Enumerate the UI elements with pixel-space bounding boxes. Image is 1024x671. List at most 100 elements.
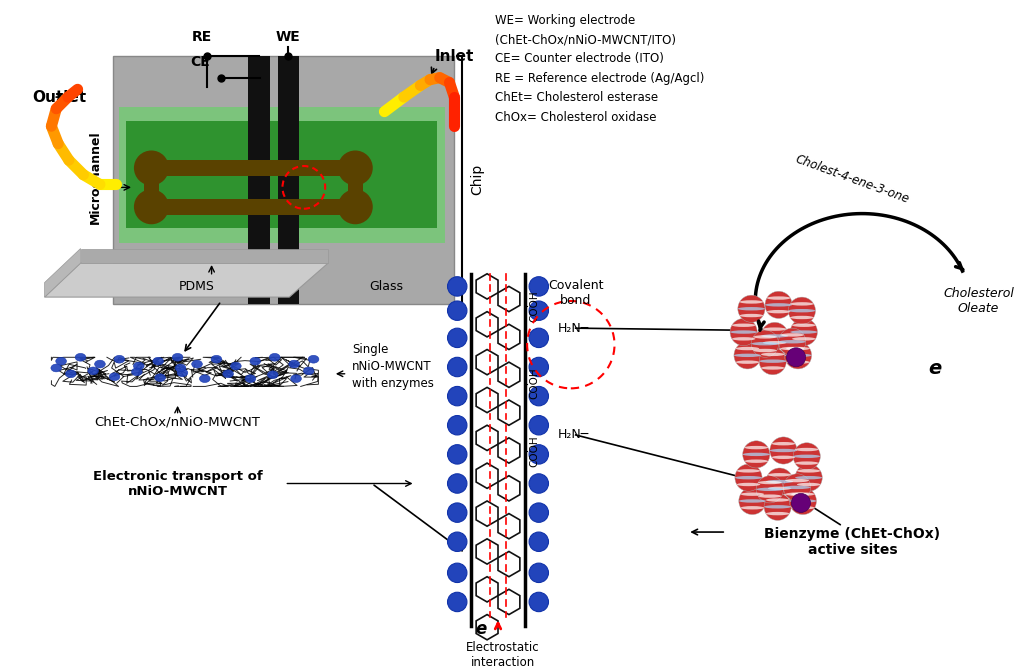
Circle shape xyxy=(447,592,467,612)
Circle shape xyxy=(765,291,793,319)
Ellipse shape xyxy=(735,476,762,479)
Bar xyxy=(126,121,437,228)
Polygon shape xyxy=(45,263,328,297)
Ellipse shape xyxy=(269,354,280,361)
Polygon shape xyxy=(476,615,498,640)
Circle shape xyxy=(529,503,549,522)
Ellipse shape xyxy=(172,354,183,361)
Circle shape xyxy=(447,357,467,376)
Polygon shape xyxy=(476,576,498,602)
Ellipse shape xyxy=(200,375,210,382)
Ellipse shape xyxy=(763,341,786,344)
Circle shape xyxy=(447,301,467,320)
Circle shape xyxy=(766,468,794,495)
Ellipse shape xyxy=(767,297,791,300)
Text: e: e xyxy=(929,360,941,378)
Ellipse shape xyxy=(795,462,818,465)
Text: (ChEt-ChOx/nNiO-MWCNT/ITO): (ChEt-ChOx/nNiO-MWCNT/ITO) xyxy=(495,33,676,46)
Bar xyxy=(347,160,364,215)
Circle shape xyxy=(795,464,822,491)
Ellipse shape xyxy=(175,364,186,372)
Circle shape xyxy=(778,328,806,356)
Text: ChEt-ChOx/nNiO-MWCNT: ChEt-ChOx/nNiO-MWCNT xyxy=(94,416,260,429)
Ellipse shape xyxy=(778,340,806,344)
Circle shape xyxy=(447,328,467,348)
Circle shape xyxy=(529,357,549,376)
Text: RE: RE xyxy=(191,30,212,44)
Ellipse shape xyxy=(267,371,279,378)
Ellipse shape xyxy=(793,323,815,327)
Ellipse shape xyxy=(736,482,760,486)
Bar xyxy=(143,199,365,215)
Ellipse shape xyxy=(765,303,793,307)
Text: Covalent
bond: Covalent bond xyxy=(548,278,603,307)
Circle shape xyxy=(529,445,549,464)
Text: CE= Counter electrode (ITO): CE= Counter electrode (ITO) xyxy=(495,52,664,66)
Bar xyxy=(120,107,444,243)
Text: ChOx= Cholesterol oxidase: ChOx= Cholesterol oxidase xyxy=(495,111,656,123)
Circle shape xyxy=(447,563,467,582)
Circle shape xyxy=(761,322,788,350)
Ellipse shape xyxy=(740,506,764,509)
Ellipse shape xyxy=(744,446,768,450)
Circle shape xyxy=(794,443,820,470)
Polygon shape xyxy=(476,501,498,526)
Text: COOH: COOH xyxy=(529,435,539,467)
Ellipse shape xyxy=(761,366,784,370)
Bar xyxy=(143,160,365,176)
Ellipse shape xyxy=(794,455,820,458)
Ellipse shape xyxy=(786,360,810,364)
Circle shape xyxy=(752,330,778,357)
Ellipse shape xyxy=(783,486,811,489)
Ellipse shape xyxy=(736,469,760,472)
Circle shape xyxy=(759,348,786,375)
Polygon shape xyxy=(476,539,498,564)
Circle shape xyxy=(134,150,169,185)
Polygon shape xyxy=(476,425,498,450)
Polygon shape xyxy=(498,362,520,387)
Text: RE = Reference electrode (Ag/Agcl): RE = Reference electrode (Ag/Agcl) xyxy=(495,72,705,85)
Circle shape xyxy=(786,348,806,367)
Text: H₂N─: H₂N─ xyxy=(558,429,590,442)
Ellipse shape xyxy=(758,481,781,484)
Ellipse shape xyxy=(772,456,796,459)
Ellipse shape xyxy=(88,367,98,375)
Ellipse shape xyxy=(155,374,166,382)
Ellipse shape xyxy=(785,493,809,496)
Bar xyxy=(113,56,455,304)
Text: Glass: Glass xyxy=(370,280,403,293)
Text: WE: WE xyxy=(275,30,301,44)
Ellipse shape xyxy=(740,493,764,496)
Ellipse shape xyxy=(291,375,301,382)
Ellipse shape xyxy=(736,347,760,350)
Circle shape xyxy=(338,150,373,185)
Ellipse shape xyxy=(754,336,777,339)
Ellipse shape xyxy=(797,482,820,486)
Ellipse shape xyxy=(739,314,763,317)
Ellipse shape xyxy=(732,323,756,327)
Ellipse shape xyxy=(764,505,792,509)
Circle shape xyxy=(738,487,766,515)
Circle shape xyxy=(742,441,770,468)
Ellipse shape xyxy=(797,469,820,472)
Bar xyxy=(249,56,270,304)
Text: Microchannel: Microchannel xyxy=(89,130,101,223)
Circle shape xyxy=(529,328,549,348)
Circle shape xyxy=(764,493,792,521)
Ellipse shape xyxy=(795,476,822,479)
Text: e: e xyxy=(475,620,486,638)
Bar xyxy=(143,160,159,215)
Ellipse shape xyxy=(732,337,756,341)
Ellipse shape xyxy=(94,360,105,368)
Ellipse shape xyxy=(780,333,804,337)
Circle shape xyxy=(783,474,811,501)
Circle shape xyxy=(529,301,549,320)
Circle shape xyxy=(529,415,549,435)
Polygon shape xyxy=(45,248,81,297)
Polygon shape xyxy=(498,589,520,615)
Ellipse shape xyxy=(791,316,814,319)
Polygon shape xyxy=(498,287,520,311)
Polygon shape xyxy=(498,400,520,425)
Ellipse shape xyxy=(780,347,804,350)
Ellipse shape xyxy=(133,362,144,370)
